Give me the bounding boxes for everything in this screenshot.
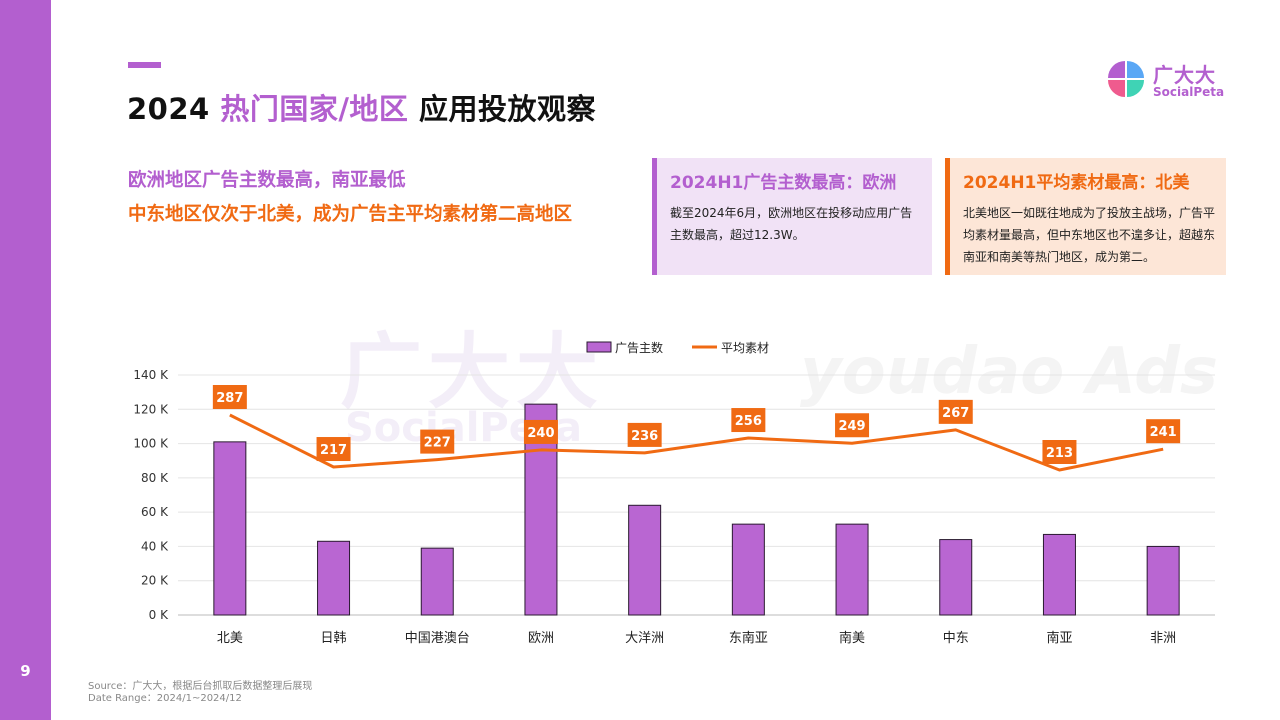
data-label: 256 — [735, 414, 762, 429]
y-tick-label: 120 K — [133, 402, 169, 416]
y-tick-label: 60 K — [141, 505, 169, 519]
socialpeta-logo: 广大大 SocialPeta — [1108, 60, 1228, 100]
x-tick-label: 南亚 — [1046, 630, 1072, 646]
bar — [835, 523, 869, 616]
card-title: 2024H1平均素材最高：北美 — [963, 173, 1190, 193]
data-label-box — [1042, 440, 1077, 464]
y-tick-label: 0 K — [149, 608, 169, 622]
bar — [1042, 533, 1076, 616]
x-tick-label: 欧洲 — [528, 631, 554, 646]
title-rest: 应用投放观察 — [419, 92, 597, 126]
bar — [939, 539, 973, 616]
x-tick-label: 北美 — [217, 631, 243, 646]
bar — [731, 523, 765, 616]
data-label-box — [731, 408, 766, 433]
data-label: 287 — [216, 391, 243, 406]
data-label: 213 — [1046, 446, 1073, 461]
bar — [213, 441, 247, 616]
data-label-box — [523, 419, 558, 444]
side-bar — [0, 0, 51, 720]
headline-line-1: 欧洲地区广告主数最高，南亚最低 — [128, 170, 406, 191]
logo-mark-icon — [1108, 61, 1144, 97]
legend-label: 平均素材 — [721, 341, 769, 355]
x-tick-label: 非洲 — [1150, 631, 1176, 646]
data-label: 267 — [942, 406, 969, 421]
headline-line-2: 中东地区仅次于北美，成为广告主平均素材第二高地区 — [128, 204, 573, 225]
data-label-box — [938, 399, 973, 424]
headline: 欧洲地区广告主数最高，南亚最低 中东地区仅次于北美，成为广告主平均素材第二高地区 — [128, 164, 618, 232]
x-tick-label: 中国港澳台 — [405, 630, 470, 646]
x-tick-label: 日韩 — [321, 631, 347, 646]
x-tick-label: 中东 — [943, 631, 969, 646]
data-label-box — [1146, 419, 1181, 444]
bar — [1146, 545, 1180, 616]
title-year: 2024 — [127, 92, 210, 126]
bar — [317, 540, 351, 616]
card-title: 2024H1广告主数最高：欧洲 — [670, 173, 897, 193]
line-series — [229, 413, 1164, 472]
data-label: 217 — [320, 443, 347, 458]
title-accent-bar — [128, 62, 161, 68]
data-label: 249 — [838, 419, 865, 434]
data-label-box — [835, 413, 870, 438]
y-tick-label: 100 K — [133, 437, 169, 451]
x-tick-label: 东南亚 — [729, 630, 768, 646]
card-body: 北美地区一如既往地成为了投放主战场，广告平均素材量最高，但中东地区也不遑多让，超… — [963, 206, 1216, 264]
footer-source: Source：广大大，根据后台抓取后数据整理后展现 Date Range：202… — [88, 681, 312, 705]
page-title: 2024 热门国家/地区 应用投放观察 — [127, 86, 596, 128]
bar — [420, 547, 454, 616]
insight-card-advertisers: 2024H1广告主数最高：欧洲 截至2024年6月，欧洲地区在投移动应用广告主数… — [652, 158, 932, 275]
y-tick-label: 80 K — [141, 471, 169, 485]
data-label: 236 — [631, 429, 658, 444]
card-body: 截至2024年6月，欧洲地区在投移动应用广告主数最高，超过12.3W。 — [670, 206, 913, 242]
legend-swatch-bar — [586, 341, 612, 353]
title-highlight: 热门国家/地区 — [220, 92, 409, 126]
x-tick-label: 大洋洲 — [625, 631, 664, 646]
insight-card-creatives: 2024H1平均素材最高：北美 北美地区一如既往地成为了投放主战场，广告平均素材… — [945, 158, 1226, 275]
data-label-box — [316, 437, 351, 462]
bar — [628, 504, 662, 616]
data-label: 240 — [527, 426, 554, 441]
data-label-box — [212, 385, 247, 409]
logo-cn-text: 广大大 — [1153, 63, 1216, 87]
source-text: Source：广大大，根据后台抓取后数据整理后展现 — [88, 681, 313, 692]
page-number: 9 — [20, 662, 31, 680]
x-tick-label: 南美 — [839, 630, 865, 646]
data-label-box — [627, 422, 662, 447]
logo-en-text: SocialPeta — [1153, 85, 1225, 99]
date-range-text: Date Range：2024/1~2024/12 — [88, 693, 242, 704]
data-label: 241 — [1150, 425, 1177, 440]
data-label-box — [420, 429, 455, 454]
data-label: 227 — [424, 436, 451, 451]
y-tick-label: 20 K — [141, 574, 169, 588]
watermark-youdao: youdao Ads — [800, 335, 1218, 409]
y-tick-label: 140 K — [133, 368, 169, 382]
legend-label: 广告主数 — [615, 340, 663, 355]
y-tick-label: 40 K — [141, 539, 169, 553]
